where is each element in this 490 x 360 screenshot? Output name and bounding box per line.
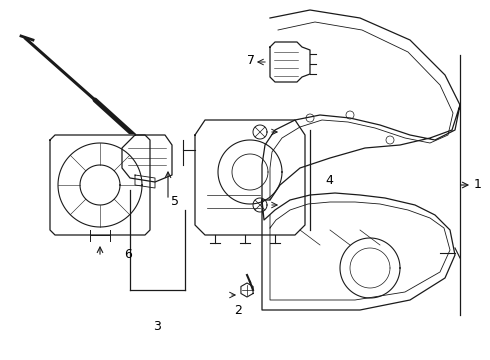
- Polygon shape: [241, 283, 253, 297]
- Polygon shape: [270, 42, 310, 82]
- Polygon shape: [262, 193, 455, 310]
- Polygon shape: [122, 135, 172, 182]
- Polygon shape: [50, 135, 150, 235]
- Text: 6: 6: [124, 248, 132, 261]
- Text: 5: 5: [171, 195, 179, 208]
- Polygon shape: [135, 175, 155, 188]
- Polygon shape: [195, 120, 305, 235]
- Text: 4: 4: [325, 174, 333, 186]
- Text: 3: 3: [153, 320, 161, 333]
- Text: 2: 2: [234, 303, 242, 316]
- Polygon shape: [262, 10, 460, 200]
- Text: 7: 7: [247, 54, 255, 67]
- Text: 1: 1: [474, 179, 482, 192]
